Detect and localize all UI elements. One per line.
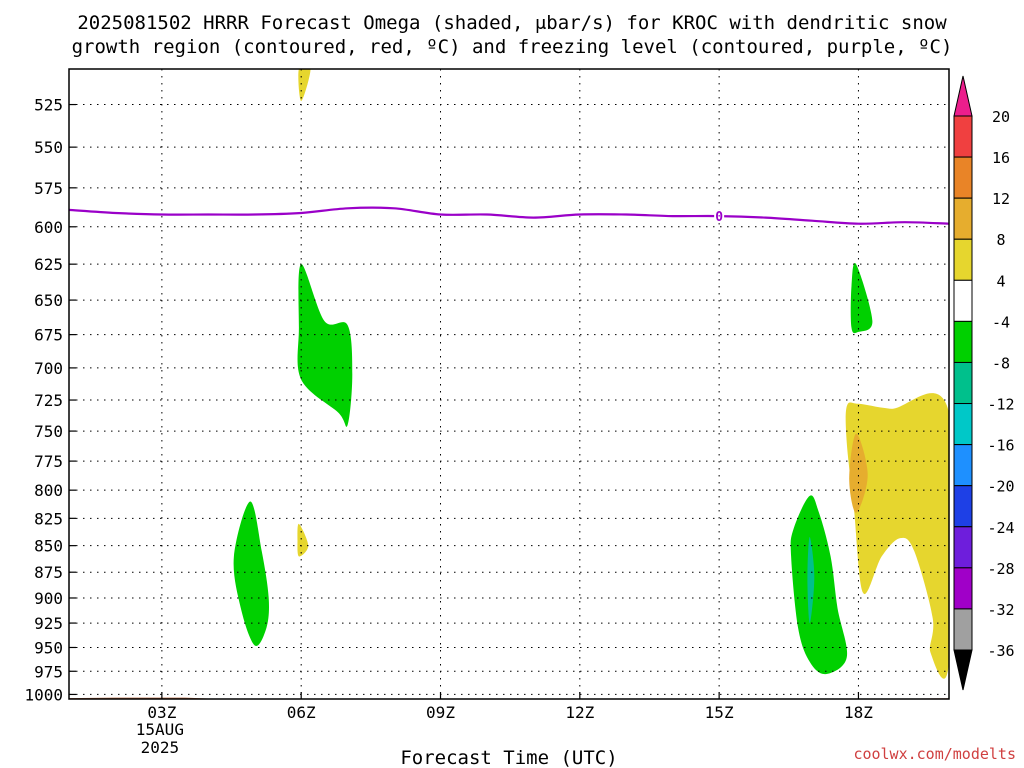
colorbar-band-10 — [953, 526, 973, 569]
freezing-level-label: 0 — [715, 210, 723, 225]
colorbar-band-7 — [953, 403, 973, 446]
colorbar-tick-label-6: -8 — [992, 354, 1010, 372]
grid-lines — [69, 69, 949, 699]
omega-region-5 — [233, 501, 270, 647]
y-tick-label-525: 525 — [34, 96, 63, 115]
colorbar-tick-label-0: 20 — [992, 108, 1010, 126]
freezing-level-line — [68, 206, 950, 225]
site-credit[interactable]: coolwx.com/modelts — [853, 745, 1016, 763]
omega-region-8 — [807, 537, 815, 624]
y-tick-label-975: 975 — [34, 662, 63, 681]
freezing-level-label-bg — [714, 209, 725, 224]
y-tick-label-825: 825 — [34, 509, 63, 528]
colorbar-band-4 — [953, 279, 973, 322]
omega-region-2 — [850, 262, 873, 334]
colorbar-tick-label-7: -12 — [987, 396, 1014, 414]
colorbar-band-11 — [953, 567, 973, 610]
x-tick-label-09Z: 09Z — [426, 703, 455, 722]
x-tick-date-line-1: 15AUG — [136, 720, 184, 739]
colorbar-band-9 — [953, 485, 973, 528]
omega-shaded-regions — [233, 69, 949, 679]
y-tick-label-850: 850 — [34, 537, 63, 556]
colorbar-band-5 — [953, 320, 973, 363]
y-tick-label-900: 900 — [34, 589, 63, 608]
colorbar-bottom-arrow — [953, 649, 973, 691]
colorbar-band-1 — [953, 156, 973, 199]
y-tick-label-1000: 1000 — [24, 685, 63, 704]
omega-colorbar: 20 16 12 8 4 -4 -8 -12 -16 -20 -24 -28 -32 -36 — [953, 75, 1015, 691]
colorbar-band-12 — [953, 608, 973, 651]
colorbar-tick-label-8: -16 — [987, 437, 1014, 455]
x-tick-label-18Z: 18Z — [844, 703, 873, 722]
colorbar-tick-label-11: -28 — [987, 560, 1014, 578]
omega-region-1 — [297, 264, 353, 427]
omega-region-0 — [298, 69, 311, 102]
colorbar-band-3 — [953, 238, 973, 281]
x-tick-label-03Z: 03Z — [147, 703, 176, 722]
omega-region-4 — [849, 433, 868, 513]
omega-region-7 — [790, 495, 848, 675]
x-tick-label-06Z: 06Z — [287, 703, 316, 722]
x-tick-date-line-2: 2025 — [141, 738, 180, 757]
colorbar-band-2 — [953, 197, 973, 240]
colorbar-tick-label-1: 16 — [992, 149, 1010, 167]
y-tick-label-575: 575 — [34, 179, 63, 198]
y-tick-label-925: 925 — [34, 614, 63, 633]
colorbar-tick-label-2: 12 — [992, 190, 1010, 208]
x-tick-label-12Z: 12Z — [565, 703, 594, 722]
y-tick-label-600: 600 — [34, 218, 63, 237]
x-tick-label-15Z: 15Z — [705, 703, 734, 722]
colorbar-band-0 — [953, 115, 973, 158]
y-tick-label-800: 800 — [34, 481, 63, 500]
y-tick-label-775: 775 — [34, 452, 63, 471]
chart-title-line-1: 2025081502 HRRR Forecast Omega (shaded, … — [77, 12, 947, 34]
colorbar-band-8 — [953, 444, 973, 487]
y-tick-label-650: 650 — [34, 291, 63, 310]
colorbar-tick-label-4: 4 — [996, 272, 1005, 290]
omega-region-6 — [297, 523, 309, 557]
colorbar-tick-label-5: -4 — [992, 313, 1010, 331]
colorbar-tick-label-9: -20 — [987, 478, 1014, 496]
y-tick-label-750: 750 — [34, 422, 63, 441]
colorbar-tick-label-13: -36 — [987, 642, 1014, 660]
plot-frame — [68, 68, 950, 700]
y-tick-label-875: 875 — [34, 563, 63, 582]
y-tick-label-700: 700 — [34, 359, 63, 378]
colorbar-top-arrow — [953, 75, 973, 117]
colorbar-band-6 — [953, 361, 973, 405]
y-tick-label-550: 550 — [34, 138, 63, 157]
colorbar-tick-label-3: 8 — [996, 231, 1005, 249]
colorbar-tick-label-12: -32 — [987, 601, 1014, 619]
freezing-level-layer: 0 — [68, 206, 950, 225]
colorbar-tick-label-10: -24 — [987, 519, 1014, 537]
pressure-axis: 525 550 575 600 625 650 675 700 725 750 775 800 825 8… — [24, 96, 76, 704]
y-tick-label-625: 625 — [34, 255, 63, 274]
y-tick-label-675: 675 — [34, 326, 63, 345]
omega-region-3 — [845, 393, 949, 679]
y-tick-label-950: 950 — [34, 638, 63, 657]
y-tick-label-725: 725 — [34, 391, 63, 410]
x-axis-label: Forecast Time (UTC) — [400, 747, 617, 768]
chart-title-line-2: growth region (contoured, red, ºC) and f… — [72, 36, 953, 58]
